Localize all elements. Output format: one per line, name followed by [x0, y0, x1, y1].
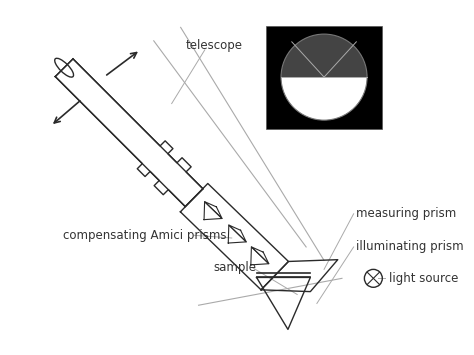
Bar [266, 26, 383, 129]
Wedge shape [281, 77, 367, 120]
Text: compensating Amici prisms: compensating Amici prisms [63, 229, 227, 242]
Text: telescope: telescope [185, 39, 242, 52]
Wedge shape [281, 34, 367, 77]
Text: measuring prism: measuring prism [356, 207, 456, 220]
Text: sample: sample [213, 261, 256, 274]
Text: light source: light source [389, 272, 458, 285]
Text: illuminating prism: illuminating prism [356, 240, 464, 253]
